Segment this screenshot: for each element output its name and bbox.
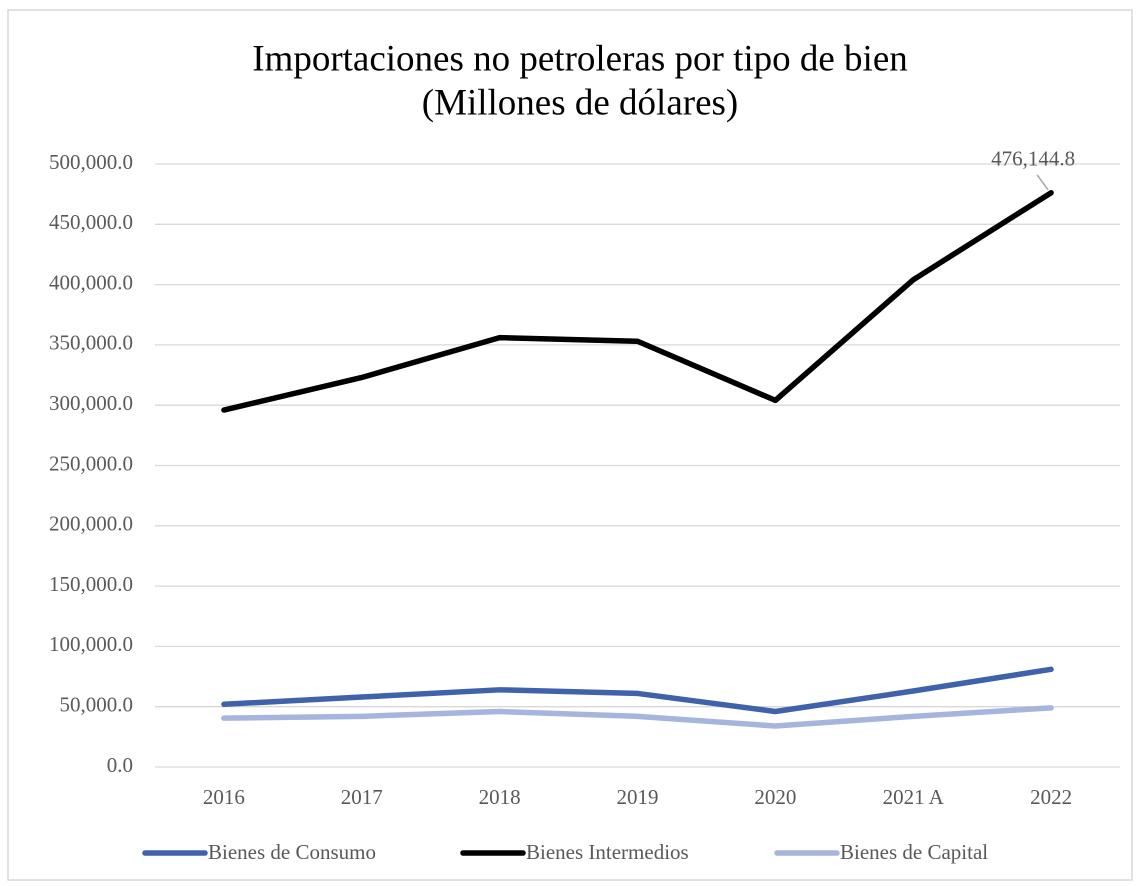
y-tick-label: 400,000.0 (49, 270, 133, 294)
x-tick-label: 2016 (203, 785, 245, 809)
chart-subtitle: (Millones de dólares) (422, 82, 738, 123)
series-line (221, 666, 1054, 715)
legend-label: Bienes de Consumo (208, 840, 376, 864)
chart-border (7, 9, 1133, 881)
y-tick-label: 0.0 (107, 753, 133, 777)
x-tick-label: 2022 (1030, 785, 1072, 809)
x-tick-label: 2018 (479, 785, 521, 809)
x-tick-label: 2021 A (883, 785, 945, 809)
x-tick-label: 2017 (341, 785, 383, 809)
y-tick-label: 350,000.0 (49, 331, 133, 355)
y-tick-label: 450,000.0 (49, 210, 133, 234)
y-tick-label: 300,000.0 (49, 391, 133, 415)
y-tick-label: 150,000.0 (49, 572, 133, 596)
y-tick-label: 50,000.0 (60, 693, 134, 717)
y-tick-label: 250,000.0 (49, 451, 133, 475)
series-line (221, 190, 1054, 413)
y-tick-label: 500,000.0 (49, 150, 133, 174)
y-tick-label: 200,000.0 (49, 512, 133, 536)
x-tick-label: 2019 (617, 785, 659, 809)
y-tick-label: 100,000.0 (49, 632, 133, 656)
label-leader (1036, 174, 1049, 191)
data-label: 476,144.8 (991, 147, 1075, 171)
series-line (221, 705, 1054, 729)
x-tick-label: 2020 (754, 785, 796, 809)
legend-label: Bienes de Capital (840, 840, 988, 864)
chart-title: Importaciones no petroleras por tipo de … (252, 38, 908, 79)
legend-label: Bienes Intermedios (526, 840, 689, 864)
